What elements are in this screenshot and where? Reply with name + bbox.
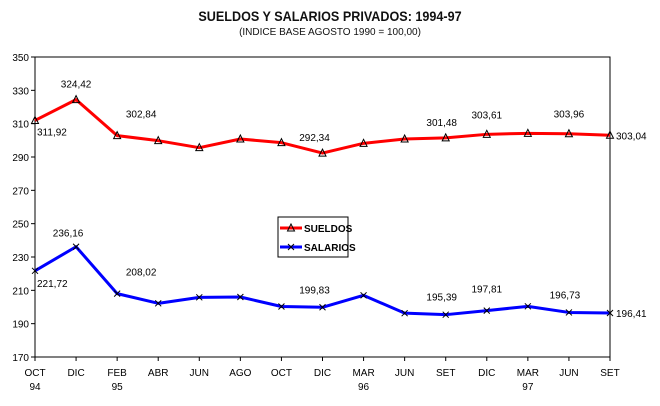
x-tick-label: OCT bbox=[271, 368, 292, 379]
triangle-marker bbox=[441, 132, 451, 142]
chart-subtitle: (INDICE BASE AGOSTO 1990 = 100,00) bbox=[239, 27, 421, 38]
y-tick-label: 270 bbox=[12, 186, 29, 197]
triangle-marker bbox=[194, 142, 204, 152]
x-tick-label: DIC bbox=[478, 368, 495, 379]
x-marker bbox=[442, 311, 450, 319]
x-marker bbox=[287, 243, 295, 251]
x-tick-label: JUN bbox=[190, 368, 209, 379]
y-tick-label: 210 bbox=[12, 286, 29, 297]
x-marker bbox=[606, 309, 614, 317]
x-marker bbox=[237, 293, 244, 301]
plot-area bbox=[34, 56, 611, 358]
data-label: 195,39 bbox=[426, 293, 457, 304]
x-year-label: 94 bbox=[29, 382, 41, 393]
triangle-marker bbox=[112, 130, 122, 140]
data-label: 311,92 bbox=[37, 127, 67, 138]
y-tick-label: 170 bbox=[12, 353, 29, 364]
x-tick-label: JUN bbox=[559, 368, 578, 379]
x-marker bbox=[524, 302, 532, 310]
y-tick-label: 190 bbox=[12, 320, 29, 331]
x-tick-label: DIC bbox=[314, 368, 331, 379]
legend-label: SALARIOS bbox=[304, 243, 356, 254]
data-label: 301,48 bbox=[426, 118, 457, 129]
data-label: 236,16 bbox=[53, 229, 84, 240]
triangle-marker bbox=[30, 115, 40, 124]
data-label: 303,61 bbox=[471, 110, 502, 121]
data-label: 302,84 bbox=[126, 110, 157, 121]
data-label: 324,42 bbox=[61, 80, 92, 91]
x-year-label: 96 bbox=[358, 382, 370, 393]
triangle-marker bbox=[236, 133, 245, 143]
chart-title: SUELDOS Y SALARIOS PRIVADOS: 1994-97 bbox=[198, 8, 462, 24]
x-marker bbox=[360, 291, 367, 299]
x-tick-label: MAR bbox=[517, 368, 539, 379]
data-label: 221,72 bbox=[37, 279, 68, 290]
y-tick-label: 330 bbox=[12, 86, 29, 97]
data-label: 199,83 bbox=[299, 285, 330, 296]
triangle-marker bbox=[564, 128, 574, 138]
series-line-sueldos bbox=[34, 98, 611, 155]
x-marker bbox=[31, 267, 39, 275]
x-marker bbox=[483, 307, 491, 315]
legend bbox=[277, 216, 349, 258]
triangle-marker bbox=[71, 94, 81, 104]
data-label: 303,04 bbox=[616, 131, 647, 142]
triangle-marker bbox=[277, 137, 286, 147]
x-tick-label: ABR bbox=[148, 368, 169, 379]
x-year-label: 97 bbox=[522, 382, 534, 393]
x-marker bbox=[113, 290, 121, 297]
x-marker bbox=[565, 309, 573, 316]
data-label: 292,34 bbox=[299, 133, 330, 144]
x-year-label: 95 bbox=[112, 382, 124, 393]
triangle-marker bbox=[153, 135, 163, 145]
triangle-marker bbox=[482, 129, 492, 138]
x-tick-label: DIC bbox=[67, 368, 84, 379]
data-label: 208,02 bbox=[126, 268, 157, 279]
x-tick-label: OCT bbox=[24, 368, 45, 379]
data-label: 303,96 bbox=[554, 110, 585, 121]
triangle-marker bbox=[286, 222, 296, 232]
triangle-marker bbox=[523, 128, 533, 137]
x-tick-label: MAR bbox=[352, 368, 374, 379]
x-marker bbox=[278, 303, 285, 310]
triangle-marker bbox=[605, 130, 615, 139]
data-label: 196,73 bbox=[550, 290, 581, 301]
x-tick-label: FEB bbox=[107, 368, 127, 379]
x-tick-label: SET bbox=[436, 368, 455, 379]
triangle-marker bbox=[359, 138, 368, 147]
y-tick-label: 290 bbox=[12, 153, 29, 164]
x-marker bbox=[319, 303, 326, 311]
triangle-marker bbox=[400, 133, 409, 143]
x-tick-label: AGO bbox=[229, 368, 251, 379]
data-label: 197,81 bbox=[471, 285, 502, 296]
x-marker bbox=[401, 309, 408, 317]
y-tick-label: 250 bbox=[12, 220, 29, 231]
x-tick-label: JUN bbox=[395, 368, 414, 379]
legend-label: SUELDOS bbox=[304, 224, 353, 235]
y-tick-label: 350 bbox=[12, 53, 29, 64]
x-tick-label: SET bbox=[600, 368, 619, 379]
x-marker bbox=[72, 243, 80, 251]
data-label: 196,41 bbox=[616, 309, 647, 320]
x-marker bbox=[154, 299, 162, 307]
x-marker bbox=[195, 293, 203, 301]
y-tick-label: 230 bbox=[12, 253, 29, 264]
triangle-marker bbox=[318, 147, 327, 157]
y-tick-label: 310 bbox=[12, 120, 29, 131]
